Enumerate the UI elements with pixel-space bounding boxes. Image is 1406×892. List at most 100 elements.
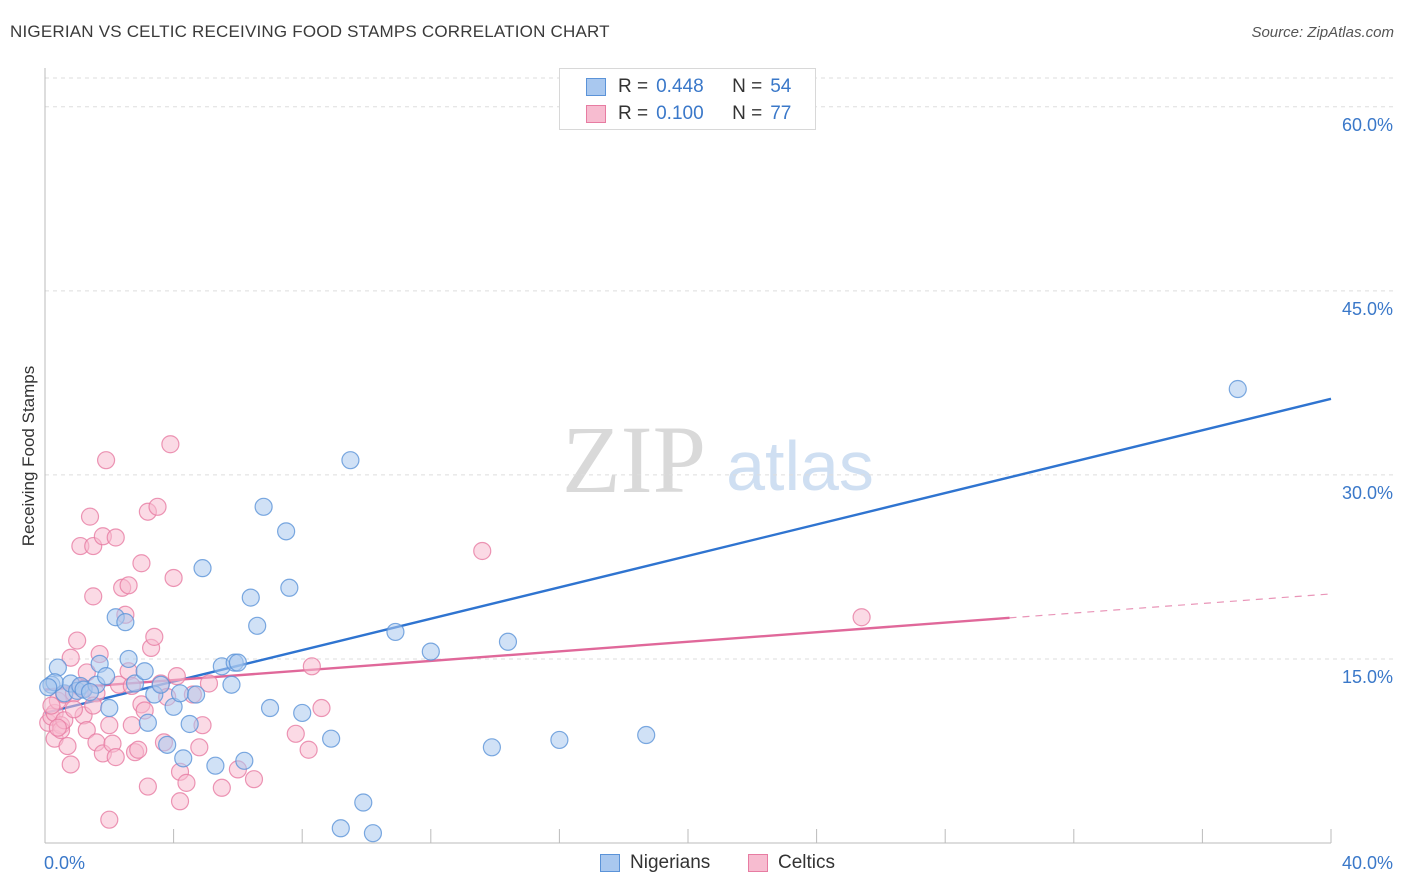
celtics-point	[852, 608, 871, 627]
nigerians-point	[421, 642, 440, 661]
nigerians-point	[498, 632, 518, 651]
celtics-point	[106, 748, 125, 767]
y-axis-label: Receiving Food Stamps	[19, 366, 38, 546]
nigerians-point	[260, 698, 280, 718]
axis-labels: 15.0% 30.0% 45.0% 60.0% 0.0% 40.0% Receiving F…	[19, 115, 1393, 873]
celtics-point	[129, 740, 148, 759]
celtics-point	[84, 587, 103, 606]
celtics-swatch	[586, 105, 606, 123]
celtics-point	[138, 777, 157, 796]
celtics-trend-extension	[1009, 593, 1332, 619]
celtics-point	[286, 724, 305, 743]
nigerians-point	[138, 713, 157, 732]
celtics-point	[473, 541, 492, 561]
n-value: 77	[770, 103, 792, 124]
nigerians-point	[100, 698, 119, 718]
legend-item-celtics[interactable]: Celtics	[748, 852, 835, 874]
celtics-point	[68, 631, 87, 650]
nigerians-point	[354, 793, 373, 812]
celtics-point	[122, 716, 141, 735]
celtics-point	[161, 435, 180, 454]
nigerians-point	[206, 756, 225, 775]
nigerians-point	[386, 622, 405, 642]
r-label: R =	[618, 103, 649, 124]
nigerians-point	[158, 735, 177, 754]
nigerians-point	[363, 824, 383, 843]
data-points	[39, 379, 1247, 843]
celtics-point	[132, 554, 151, 573]
nigerians-point	[1228, 379, 1247, 399]
nigerians-point	[187, 685, 206, 704]
nigerians-point	[151, 675, 170, 694]
y-tick-label: 45.0%	[1342, 299, 1393, 319]
celtics-point	[61, 648, 80, 667]
celtics-point	[61, 755, 80, 774]
chart-title: NIGERIAN VS CELTIC RECEIVING FOOD STAMPS…	[10, 22, 610, 41]
nigerians-point	[248, 616, 267, 635]
celtics-point	[199, 674, 219, 693]
legend-item-nigerians[interactable]: Nigerians	[600, 852, 710, 874]
celtics-point	[167, 667, 186, 686]
celtics-point	[190, 738, 209, 757]
nigerians-point	[48, 658, 67, 677]
celtics-point	[302, 657, 321, 676]
celtics-point	[148, 497, 167, 516]
nigerians-point	[550, 730, 569, 750]
watermark-atlas: atlas	[726, 427, 874, 505]
nigerians-swatch	[586, 78, 606, 96]
y-tick-label: 60.0%	[1342, 115, 1393, 135]
nigerians-point	[116, 613, 135, 632]
legend-stats: R = 0.448 N = 54 R = 0.100 N = 77	[559, 68, 816, 130]
legend-label: Nigerians	[630, 852, 711, 873]
celtics-point	[96, 451, 116, 470]
y-tick-label: 15.0%	[1342, 667, 1393, 687]
celtics-point	[170, 792, 190, 811]
nigerians-point	[222, 675, 241, 694]
nigerians-point	[254, 497, 273, 516]
celtics-trend-line	[44, 616, 1010, 691]
celtics-point	[145, 627, 164, 646]
nigerians-trend-line	[44, 397, 1332, 715]
nigerians-point	[180, 714, 199, 734]
nigerians-point	[331, 819, 350, 838]
y-tick-label: 30.0%	[1342, 483, 1393, 503]
celtics-point	[244, 770, 264, 789]
celtics-point	[100, 716, 119, 735]
watermark-zip: ZIP	[562, 406, 706, 513]
x-tick-label: 0.0%	[44, 853, 85, 873]
nigerians-point	[170, 684, 190, 703]
nigerians-point	[174, 749, 193, 768]
r-label: R =	[618, 76, 649, 97]
nigerians-point	[322, 729, 341, 748]
nigerians-point	[39, 678, 58, 697]
x-tick-label: 40.0%	[1342, 853, 1393, 873]
celtics-point	[48, 718, 67, 737]
celtics-point	[100, 810, 119, 829]
nigerians-point	[241, 588, 260, 607]
nigerians-point	[80, 682, 100, 702]
nigerians-swatch	[600, 854, 620, 872]
celtics-point	[299, 740, 318, 759]
celtics-point	[77, 721, 96, 740]
nigerians-point	[235, 751, 254, 770]
axes	[44, 68, 1332, 844]
nigerians-point	[135, 662, 154, 681]
legend-row-celtics: R = 0.100 N = 77	[586, 102, 791, 126]
celtics-point	[64, 700, 84, 719]
nigerians-point	[341, 451, 360, 470]
nigerians-point	[293, 703, 312, 723]
r-value: 0.448	[656, 76, 704, 97]
r-value: 0.100	[656, 103, 704, 124]
celtics-point	[212, 778, 231, 797]
celtics-point	[119, 576, 138, 595]
celtics-point	[42, 696, 61, 715]
nigerians-point	[228, 653, 247, 672]
nigerians-point	[96, 667, 116, 686]
nigerians-point	[482, 738, 501, 757]
nigerians-point	[119, 649, 138, 669]
celtics-point	[177, 773, 196, 792]
nigerians-point	[193, 559, 212, 578]
celtics-point	[164, 568, 183, 588]
legend-row-nigerians: R = 0.448 N = 54	[586, 75, 791, 99]
grid-lines	[45, 77, 1394, 660]
